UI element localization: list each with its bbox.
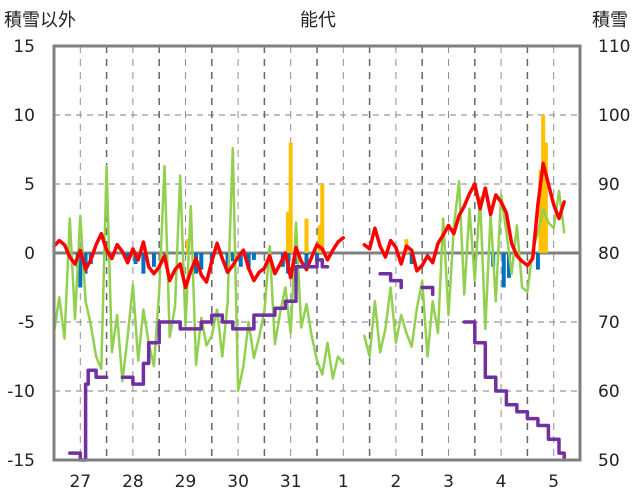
- x-tick-label: 3: [443, 472, 454, 492]
- x-tick-label: 5: [548, 472, 559, 492]
- lines-layer: [52, 146, 566, 462]
- negative_bars-bar: [293, 253, 298, 265]
- negative_bars-bar: [304, 253, 309, 267]
- chart-title: 能代: [300, 10, 336, 31]
- x-tick-label: 4: [496, 472, 507, 492]
- precipitation-bar: [541, 115, 546, 253]
- negative_bars-bar: [78, 253, 83, 288]
- snow_depth-line: [68, 258, 566, 462]
- left-tick-label: -10: [7, 382, 35, 402]
- precipitation-bar: [304, 218, 309, 253]
- negative_bars-bar: [199, 253, 204, 270]
- negative_bars-bar: [409, 253, 414, 265]
- left-tick-label: 5: [24, 175, 35, 195]
- x-tick-label: 31: [280, 472, 302, 492]
- right-tick-label: 50: [598, 451, 620, 471]
- right-tick-label: 90: [598, 175, 620, 195]
- x-tick-label: 1: [338, 472, 349, 492]
- precipitation-bar: [538, 170, 543, 253]
- x-tick-label: 30: [227, 472, 249, 492]
- left-tick-label: 0: [24, 244, 35, 264]
- left-axis-label: 積雪以外: [4, 10, 76, 31]
- right-axis-label: 積雪: [592, 10, 628, 31]
- negative_bars-bar: [238, 253, 243, 267]
- x-tick-label: 29: [175, 472, 197, 492]
- precipitation-bar: [317, 225, 322, 253]
- negative_bars-bar: [501, 253, 506, 288]
- right-tick-label: 70: [598, 313, 620, 333]
- precipitation-bar: [543, 142, 548, 253]
- negative_bars-bar: [133, 253, 138, 265]
- negative_bars-bar: [225, 253, 230, 270]
- negative_bars-bar: [125, 253, 130, 262]
- negative_bars-bar: [251, 253, 256, 260]
- negative_bars-bar: [141, 253, 146, 274]
- negative_bars-bar: [230, 253, 235, 262]
- right-tick-label: 60: [598, 382, 620, 402]
- precipitation-bar: [286, 211, 291, 253]
- temperature-line: [52, 161, 566, 290]
- negative_bars-bar: [151, 253, 156, 267]
- left-tick-label: 10: [13, 106, 35, 126]
- right-tick-label: 80: [598, 244, 620, 264]
- right-tick-label: 100: [598, 106, 630, 126]
- precipitation-bar: [288, 142, 293, 253]
- negative_bars-bar: [315, 253, 319, 262]
- plot-frame: [52, 44, 582, 462]
- left-tick-label: -5: [18, 313, 35, 333]
- left-tick-label: -15: [7, 451, 35, 471]
- negative_bars-bar: [506, 253, 511, 278]
- precipitation-bar: [320, 184, 325, 253]
- left-tick-label: 15: [13, 37, 35, 57]
- negative_bars-bar: [535, 253, 540, 270]
- x-tick-label: 2: [390, 472, 401, 492]
- right-tick-label: 110: [598, 37, 630, 57]
- x-tick-label: 28: [122, 472, 144, 492]
- negative_bars-bar: [246, 253, 251, 270]
- x-tick-label: 27: [69, 472, 91, 492]
- frame-layer: [52, 44, 582, 462]
- sunshine-line: [52, 146, 566, 393]
